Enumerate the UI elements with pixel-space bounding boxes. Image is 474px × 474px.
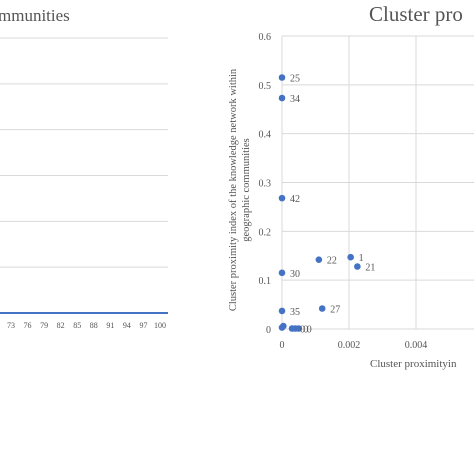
left-x-tick-label: 91 [106,321,114,330]
right-scatter-chart: Cluster pro 0 0.1 0.2 0.3 0.4 0.5 0.6 0 0.002 0.… [228,2,474,370]
scatter-point [354,263,361,270]
point-label: 1 [359,253,364,264]
right-y-tick-label: 0 [266,325,271,336]
point-label: 22 [327,256,337,267]
right-y-tick-label: 0.5 [259,81,272,92]
point-label: 34 [290,94,300,105]
right-y-tick-label: 0.6 [259,32,272,43]
right-x-tick-label: 0.004 [405,340,428,351]
scatter-point [278,94,286,102]
scatter-point [278,74,286,81]
left-x-tick-label: 97 [139,321,147,330]
scatter-point [318,305,326,312]
scatter-point [315,256,323,263]
point-label: 25 [290,74,300,85]
left-chart-title: mmunities [0,6,70,25]
point-label: 27 [330,304,340,315]
left-x-tick-label: 79 [40,321,48,330]
left-x-tick-label: 100 [154,321,166,330]
right-y-axis-label-line1: Cluster proximity index of the knowledge… [228,68,239,311]
left-x-tick-label: 73 [7,321,15,330]
point-label: 35 [290,307,300,318]
point-label: 0 [307,325,312,336]
right-y-tick-label: 0.4 [259,130,272,141]
right-y-tick-label: 0.3 [259,179,272,190]
left-x-tick-label: 88 [90,321,98,330]
left-x-tick-labels: 73 76 79 82 85 88 91 94 97 100 [7,321,166,330]
left-x-tick-label: 85 [73,321,81,330]
left-x-tick-label: 94 [123,321,131,330]
point-label: 0 [300,325,305,336]
right-y-axis-label-line2: geographic communities [241,138,252,242]
left-x-tick-label: 76 [24,321,32,330]
right-x-tick-label: 0 [280,340,285,351]
right-x-tick-labels: 0 0.002 0.004 [280,340,428,351]
point-label: 0 [303,325,308,336]
right-scatter-points [278,74,361,332]
scatter-point [278,269,286,277]
left-line-chart: mmunities 73 76 79 82 85 88 91 94 97 100 [0,6,168,330]
left-grid [0,37,168,268]
left-x-tick-label: 82 [57,321,65,330]
right-y-tick-label: 0.1 [259,276,272,287]
scatter-point [280,322,287,330]
right-x-tick-label: 0.002 [338,340,361,351]
right-grid [281,35,474,330]
point-label: 21 [365,262,375,273]
right-y-tick-label: 0.2 [259,227,272,238]
point-label: 30 [290,269,300,280]
right-y-tick-labels: 0 0.1 0.2 0.3 0.4 0.5 0.6 [259,32,272,336]
scatter-point [278,194,286,202]
scatter-point [347,253,354,261]
scatter-point [295,325,303,332]
right-chart-title: Cluster pro [369,2,463,26]
scatter-point [278,307,286,315]
point-label: 42 [290,194,300,205]
right-x-axis-label: Cluster proximityin [370,358,457,370]
